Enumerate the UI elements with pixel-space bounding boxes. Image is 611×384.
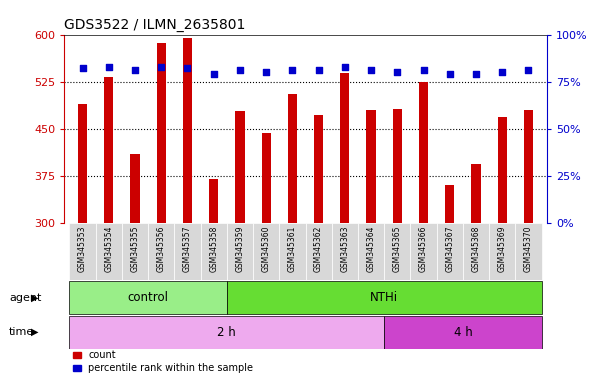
Text: GSM345353: GSM345353: [78, 226, 87, 272]
Bar: [148, 223, 174, 280]
Text: GSM345358: GSM345358: [209, 226, 218, 272]
Text: GSM345361: GSM345361: [288, 226, 297, 272]
Text: time: time: [9, 327, 34, 337]
Text: GSM345354: GSM345354: [104, 226, 113, 272]
Text: GSM345363: GSM345363: [340, 226, 349, 272]
Bar: [340, 73, 349, 223]
Bar: [235, 111, 244, 223]
Bar: [104, 77, 114, 223]
Bar: [437, 223, 463, 280]
Text: GSM345364: GSM345364: [367, 226, 376, 272]
Bar: [253, 223, 279, 280]
Text: 2 h: 2 h: [218, 326, 236, 339]
Text: GSM345362: GSM345362: [314, 226, 323, 272]
Bar: [314, 115, 323, 223]
Point: [288, 67, 298, 73]
Bar: [393, 109, 402, 223]
Bar: [209, 179, 218, 223]
Bar: [367, 111, 376, 223]
Bar: [288, 94, 297, 223]
Bar: [384, 223, 411, 280]
Text: agent: agent: [9, 293, 42, 303]
Text: GSM345357: GSM345357: [183, 226, 192, 272]
Point: [130, 67, 140, 73]
Point: [392, 69, 402, 75]
Bar: [411, 223, 437, 280]
Point: [340, 63, 349, 70]
Point: [524, 67, 533, 73]
Bar: [279, 223, 306, 280]
Bar: [384, 316, 541, 349]
Bar: [489, 223, 515, 280]
Bar: [70, 316, 384, 349]
Text: GSM345366: GSM345366: [419, 226, 428, 272]
Legend: count, percentile rank within the sample: count, percentile rank within the sample: [69, 346, 257, 377]
Text: GSM345359: GSM345359: [235, 226, 244, 272]
Point: [313, 67, 323, 73]
Point: [366, 67, 376, 73]
Bar: [70, 281, 227, 314]
Bar: [130, 154, 139, 223]
Point: [235, 67, 245, 73]
Text: GSM345356: GSM345356: [156, 226, 166, 272]
Text: GSM345368: GSM345368: [472, 226, 480, 272]
Bar: [78, 104, 87, 223]
Bar: [524, 110, 533, 223]
Bar: [497, 118, 507, 223]
Text: GSM345355: GSM345355: [131, 226, 139, 272]
Bar: [445, 185, 455, 223]
Point: [209, 71, 219, 77]
Bar: [358, 223, 384, 280]
Bar: [70, 223, 96, 280]
Text: GDS3522 / ILMN_2635801: GDS3522 / ILMN_2635801: [64, 18, 246, 32]
Point: [445, 71, 455, 77]
Text: control: control: [128, 291, 169, 304]
Bar: [227, 223, 253, 280]
Text: GSM345360: GSM345360: [262, 226, 271, 272]
Bar: [515, 223, 541, 280]
Bar: [156, 43, 166, 223]
Bar: [96, 223, 122, 280]
Point: [78, 65, 87, 71]
Bar: [306, 223, 332, 280]
Bar: [463, 223, 489, 280]
Point: [104, 63, 114, 70]
Bar: [174, 223, 200, 280]
Text: GSM345369: GSM345369: [498, 226, 507, 272]
Text: 4 h: 4 h: [453, 326, 472, 339]
Text: ▶: ▶: [31, 293, 38, 303]
Text: GSM345367: GSM345367: [445, 226, 455, 272]
Text: GSM345370: GSM345370: [524, 226, 533, 272]
Bar: [472, 164, 481, 223]
Point: [471, 71, 481, 77]
Text: NTHi: NTHi: [370, 291, 398, 304]
Point: [262, 69, 271, 75]
Bar: [200, 223, 227, 280]
Point: [419, 67, 428, 73]
Bar: [419, 82, 428, 223]
Point: [497, 69, 507, 75]
Bar: [262, 133, 271, 223]
Point: [156, 63, 166, 70]
Bar: [332, 223, 358, 280]
Text: ▶: ▶: [31, 327, 38, 337]
Bar: [227, 281, 541, 314]
Point: [183, 65, 192, 71]
Bar: [183, 38, 192, 223]
Bar: [122, 223, 148, 280]
Text: GSM345365: GSM345365: [393, 226, 402, 272]
